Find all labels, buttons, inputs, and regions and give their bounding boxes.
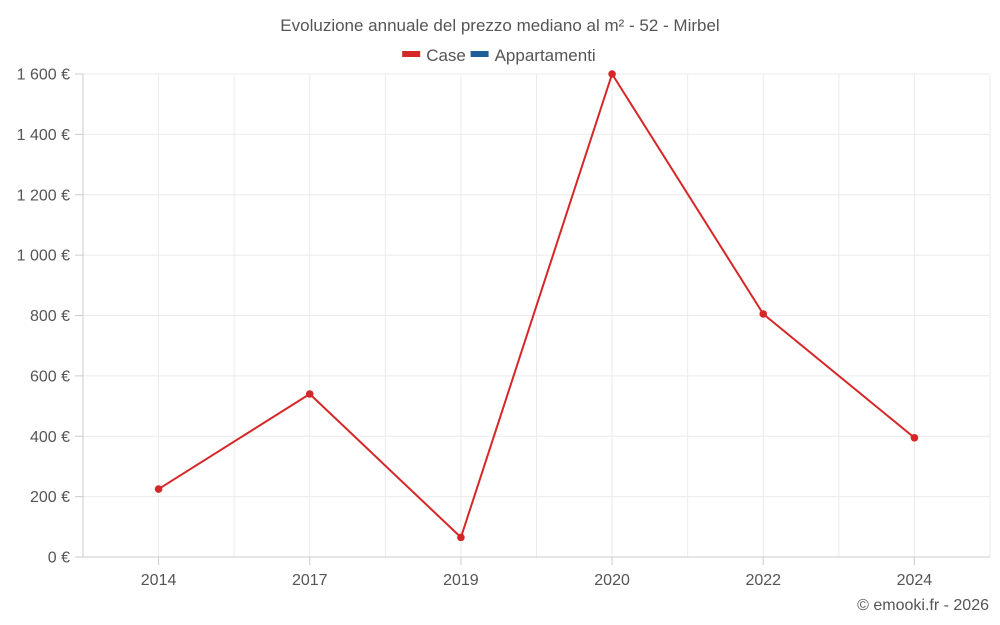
x-tick-label: 2022: [745, 572, 781, 589]
series-group: [154, 70, 919, 542]
data-point: [305, 390, 314, 398]
data-point: [457, 533, 465, 542]
x-tick-label: 2024: [897, 572, 933, 589]
y-tick-label: 1 600 €: [17, 67, 70, 84]
data-point: [910, 433, 919, 442]
legend-label-case: Case: [426, 46, 466, 65]
y-tick-label: 800 €: [30, 308, 70, 325]
y-tick-label: 0 €: [48, 550, 70, 567]
x-tick-label: 2014: [141, 572, 177, 589]
x-tick-label: 2020: [594, 572, 630, 589]
x-tick-label: 2017: [292, 572, 328, 589]
copyright-text: © emooki.fr - 2026: [857, 597, 989, 614]
grid: [83, 73, 991, 557]
y-tick-label: 1 200 €: [17, 187, 70, 204]
x-tick-label: 2019: [443, 572, 479, 589]
legend-label-appartamenti: Appartamenti: [495, 46, 596, 65]
legend-swatch-appartamenti: [470, 51, 489, 57]
x-axis: 2014 2017 2019 2020 2022 2024: [83, 556, 990, 589]
data-point: [608, 70, 616, 78]
legend: Case Appartamenti: [402, 46, 596, 65]
chart-title: Evoluzione annuale del prezzo mediano al…: [280, 16, 719, 35]
data-point: [154, 485, 163, 493]
data-point: [759, 310, 768, 318]
y-tick-label: 1 000 €: [17, 248, 70, 265]
y-tick-label: 400 €: [30, 429, 70, 446]
series-line-case: [158, 73, 916, 539]
y-axis: 0 € 200 € 400 € 600 € 800 € 1 000 € 1 200 € 1 4…: [17, 67, 84, 567]
y-tick-label: 600 €: [30, 368, 70, 385]
y-tick-label: 1 400 €: [17, 127, 70, 144]
legend-swatch-case: [402, 51, 421, 57]
y-tick-label: 200 €: [30, 489, 70, 506]
